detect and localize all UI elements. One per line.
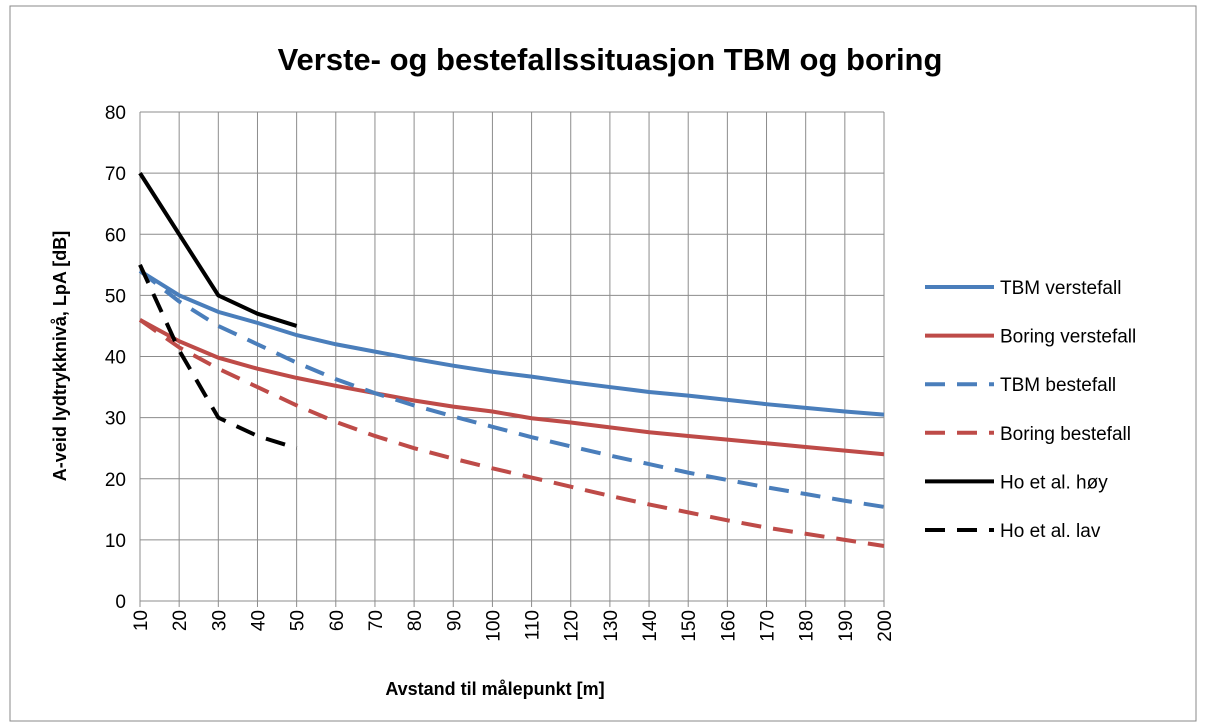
x-tick-label: 70 [366, 610, 387, 631]
y-tick-label: 70 [105, 164, 126, 185]
legend-label: TBM verstefall [1000, 278, 1121, 299]
x-tick-label: 30 [209, 610, 230, 631]
y-tick-label: 0 [115, 592, 126, 613]
x-tick-label: 100 [483, 610, 504, 642]
y-tick-label: 30 [105, 409, 126, 430]
series-line [139, 318, 885, 457]
chart-title: Verste- og bestefallssituasjon TBM og bo… [278, 42, 943, 77]
series-line [138, 269, 885, 509]
y-tick-label: 50 [105, 286, 126, 307]
y-axis-label: A-veid lydtrykknivå, LpA [dB] [50, 231, 70, 481]
legend-label: Ho et al. lav [1000, 521, 1101, 542]
legend-label: Boring verstefall [1000, 327, 1136, 348]
series-line [138, 263, 298, 451]
y-tick-label: 40 [105, 348, 126, 369]
x-tick-label: 160 [718, 610, 739, 642]
x-tick-label: 150 [679, 610, 700, 642]
x-tick-label: 180 [797, 610, 818, 642]
y-tick-label: 80 [105, 103, 126, 124]
x-tick-label: 20 [170, 610, 191, 631]
x-tick-label: 170 [758, 610, 779, 642]
x-tick-label: 80 [405, 610, 426, 631]
x-tick-label: 200 [875, 610, 896, 642]
y-tick-label: 20 [105, 470, 126, 491]
x-tick-label: 190 [836, 610, 857, 642]
series-line [138, 318, 885, 548]
x-tick-label: 40 [248, 610, 269, 631]
series-line [138, 269, 885, 417]
series-line [138, 172, 298, 328]
x-tick-label: 120 [562, 610, 583, 642]
y-tick-label: 10 [105, 531, 126, 552]
x-tick-label: 130 [601, 610, 622, 642]
legend-label: Boring bestefall [1000, 424, 1131, 445]
x-tick-label: 90 [444, 610, 465, 631]
x-tick-label: 10 [131, 610, 152, 631]
x-tick-label: 60 [327, 610, 348, 631]
x-tick-label: 140 [640, 610, 661, 642]
legend-label: Ho et al. høy [1000, 472, 1108, 493]
x-tick-label: 110 [523, 610, 544, 640]
x-tick-label: 50 [288, 610, 309, 631]
legend-label: TBM bestefall [1000, 375, 1116, 396]
y-tick-label: 60 [105, 225, 126, 246]
x-axis-label: Avstand til målepunkt [m] [385, 679, 604, 699]
